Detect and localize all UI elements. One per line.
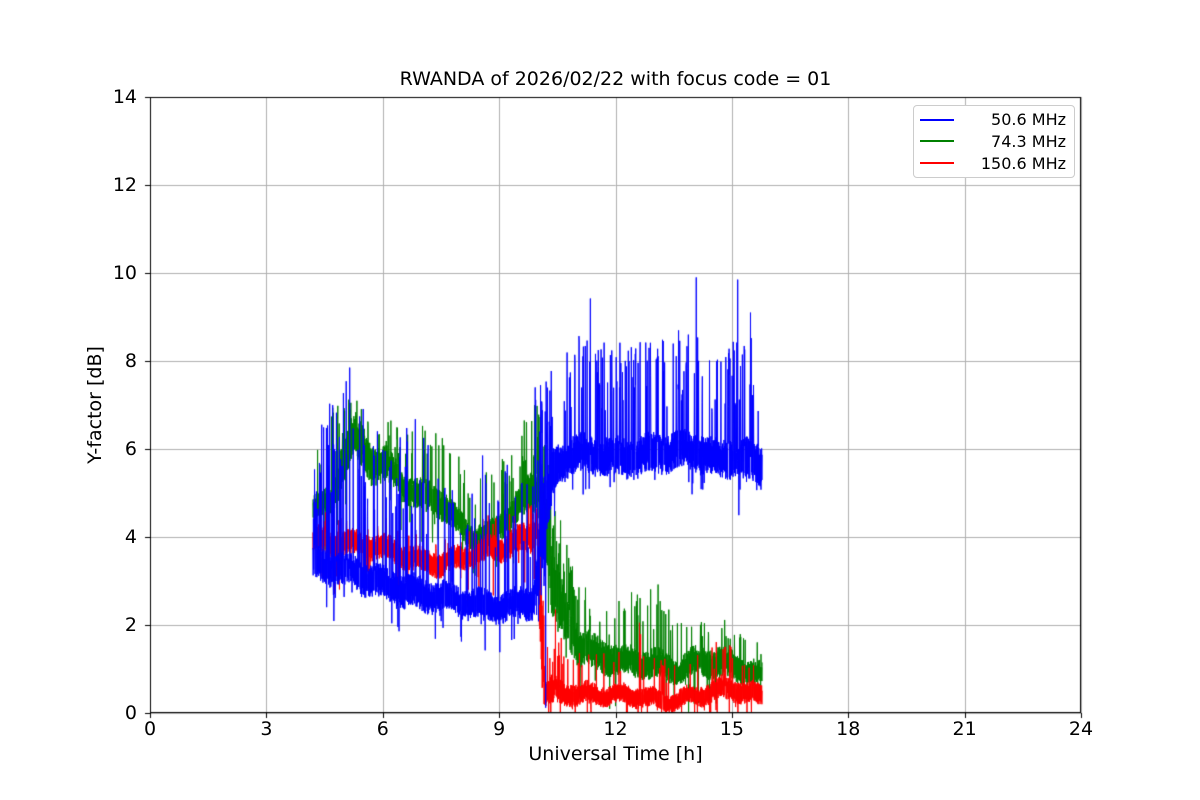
y-tick-label: 8 <box>124 350 137 372</box>
x-axis-label: Universal Time [h] <box>528 743 703 765</box>
x-tick-label: 24 <box>1068 718 1094 740</box>
x-tick-label: 3 <box>260 718 273 740</box>
legend-label: 74.3 MHz <box>991 131 1066 151</box>
y-axis-label: Y-factor [dB] <box>84 346 106 464</box>
legend-item: 150.6 MHz <box>920 153 1066 174</box>
y-tick-label: 4 <box>124 526 137 548</box>
legend-line-sample <box>920 162 954 165</box>
x-tick-label: 12 <box>603 718 628 740</box>
legend-line-sample <box>920 140 954 143</box>
y-tick-label: 6 <box>124 438 137 460</box>
x-tick-label: 21 <box>952 718 977 740</box>
legend-label: 150.6 MHz <box>980 153 1066 173</box>
y-tick-label: 2 <box>124 614 137 636</box>
legend-item: 74.3 MHz <box>920 131 1066 152</box>
y-tick-label: 12 <box>112 174 137 196</box>
chart-title: RWANDA of 2026/02/22 with focus code = 0… <box>399 68 832 90</box>
x-tick-label: 18 <box>836 718 861 740</box>
x-tick-label: 0 <box>143 718 157 740</box>
legend: 50.6 MHz 74.3 MHz 150.6 MHz <box>913 105 1075 178</box>
x-tick-label: 15 <box>719 718 744 740</box>
y-tick-label: 0 <box>124 702 137 724</box>
y-tick-label: 14 <box>112 86 137 108</box>
x-tick-label: 6 <box>376 718 389 740</box>
legend-item: 50.6 MHz <box>920 109 1066 130</box>
legend-label: 50.6 MHz <box>991 110 1066 130</box>
y-tick-label: 10 <box>112 262 137 284</box>
legend-line-sample <box>920 118 954 121</box>
x-tick-label: 9 <box>493 718 506 740</box>
